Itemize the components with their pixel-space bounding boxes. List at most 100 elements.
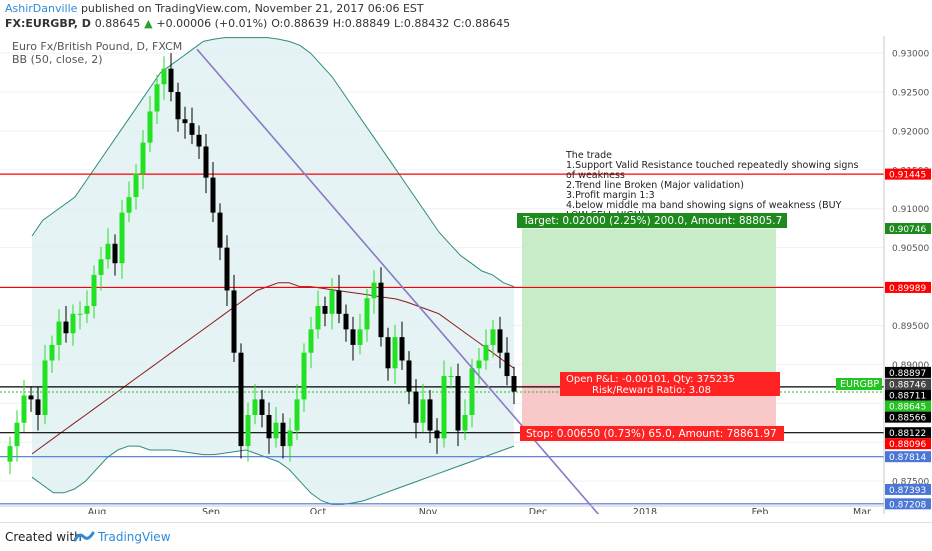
candle-body [63,321,69,334]
author-link[interactable]: AshirDanville [5,2,78,15]
level-price-label: 0.88746 [889,381,926,391]
pnl-label: Open P&L: -0.00101, Qty: 375235 [566,374,735,385]
candle-body [217,212,223,248]
level-price-tag [885,281,931,293]
last-price: 0.88645 [94,17,141,30]
candle-body [308,329,314,353]
level-price-tag [885,451,931,463]
level-price-label: 0.91445 [889,171,926,181]
candle-body [343,313,349,330]
level-price-label: 0.87814 [889,453,926,463]
y-tick-label: 0.92500 [892,89,929,99]
candle-body [14,422,20,447]
tradingview-logo-icon [73,531,95,542]
time-axis[interactable]: Aug Sep Oct Nov Dec 2018 Feb Mar [0,505,884,518]
x-tick-label: Dec [529,507,547,514]
bollinger-bands [31,37,515,505]
candle-body [133,173,139,198]
candle-body [378,282,384,338]
candle-body [441,376,447,439]
candle-body [511,376,517,392]
candle-body [294,399,300,431]
trade-note-line: 4.below middle ma band showing signs of … [566,200,842,211]
candle-body [497,329,503,353]
stop-label-box [520,426,784,441]
candle-body [112,243,118,264]
candle-body [371,282,377,299]
level-price-label: 0.88645 [889,403,926,413]
x-tick-label: Oct [310,507,327,514]
candle-body [231,290,237,353]
candle-body [273,422,279,439]
level-price-tag [885,427,931,439]
candle-body [28,395,34,400]
price-axis[interactable]: 0.930000.925000.920000.915000.910000.905… [885,50,931,511]
candle-body [168,68,174,93]
candle-body [189,123,195,135]
y-tick-label: 0.87500 [892,478,929,488]
indicator-label: BB (50, close, 2) [12,53,103,66]
publish-info: AshirDanville published on TradingView.c… [5,2,424,15]
level-price-label: 0.87208 [889,500,926,510]
symbol-tag: EURGBP [840,379,879,390]
x-tick-label: Mar [853,507,871,514]
candle-body [259,399,265,415]
candle-body [364,298,370,330]
rr-label: Risk/Reward Ratio: 3.08 [592,385,711,396]
y-tick-label: 0.89000 [892,361,929,371]
candle-body [154,84,160,112]
candle-body [98,259,104,275]
candle-body [504,352,510,377]
candle-body [7,446,13,462]
candle-body [56,321,62,345]
position-zones [522,228,776,435]
candle-body [21,395,27,423]
candle-body [140,142,146,174]
candle-body [77,313,83,315]
x-tick-label: 2018 [633,507,657,514]
trade-note-line: 1.Support Valid Resistance touched repea… [566,160,858,171]
level-price-label: 0.88096 [889,440,926,450]
bb-upper-line [31,37,515,288]
candle-body [357,329,363,345]
chart-area[interactable]: The trade 1.Support Valid Resistance touc… [0,36,932,518]
chart-header: AshirDanville published on TradingView.c… [0,0,932,36]
y-tick-label: 0.93000 [892,50,929,60]
candle-body [420,399,426,423]
candle-body [119,212,125,264]
close-value: C:0.88645 [453,17,511,30]
symbol-tag-box [836,378,882,390]
candle-body [42,360,48,415]
level-price-tag [885,366,931,378]
bb-lower-line [31,445,515,505]
symbol-name: FX:EURGBP, D [5,17,91,30]
candle-body [280,422,286,447]
candle-body [49,344,55,361]
candle-body [322,306,328,314]
level-price-tag [885,400,931,412]
y-tick-label: 0.90500 [892,244,929,254]
candle-body [476,360,482,369]
level-price-tag [885,378,931,390]
trade-note-line: 3.Profit margin 1:3 [566,190,655,201]
candle-body [490,329,496,345]
candle-body [392,337,398,369]
level-price-label: 0.87393 [889,486,926,496]
level-price-label: 0.88711 [889,392,926,402]
candle-body [350,329,356,345]
candle-body [469,368,475,415]
tradingview-brand[interactable]: TradingView [98,530,171,544]
candle-body [182,119,188,124]
candle-body [287,430,293,447]
candlesticks [7,53,517,475]
candle-body [161,68,167,85]
candle-body [266,414,272,439]
level-price-tag [885,483,931,495]
candle-body [448,376,454,378]
candle-body [427,399,433,431]
level-price-label: 0.90746 [889,225,926,235]
pnl-label-box [560,372,780,396]
level-price-tag [885,411,931,423]
